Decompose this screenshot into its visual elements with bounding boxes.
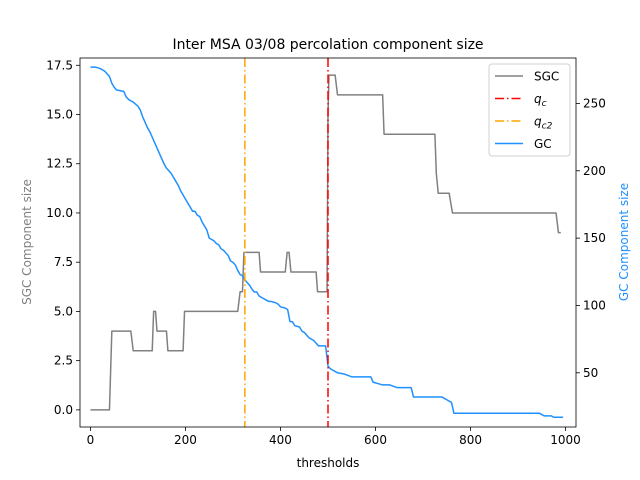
y-right-tick-label: 250 bbox=[583, 96, 606, 110]
y-left-tick-label: 0.0 bbox=[54, 403, 73, 417]
y-left-tick-label: 2.5 bbox=[54, 354, 73, 368]
legend-box bbox=[488, 63, 571, 157]
y-left-axis-label: SGC Component size bbox=[20, 179, 34, 305]
series-line-gc bbox=[90, 66, 564, 418]
y-right-tick-label: 100 bbox=[583, 298, 606, 312]
plot-area bbox=[90, 58, 564, 427]
series-line-sgc bbox=[90, 74, 561, 411]
legend-label-qc2: qc2 bbox=[534, 115, 553, 132]
y-left-tick-label: 15.0 bbox=[46, 108, 73, 122]
y-left-tick-label: 10.0 bbox=[46, 206, 73, 220]
axes: 0 200 400 600 800 1000 0.0 2.5 5.0 7.5 10.0 12.5 15.… bbox=[46, 57, 606, 447]
y-right-tick-label: 200 bbox=[583, 164, 606, 178]
legend-label-gc: GC bbox=[534, 137, 552, 151]
series-group bbox=[90, 58, 564, 427]
y-left-tick-label: 12.5 bbox=[46, 157, 73, 171]
y-right-tick-label: 150 bbox=[583, 231, 606, 245]
y-left-tick-label: 17.5 bbox=[46, 58, 73, 72]
y-right-tick-label: 50 bbox=[583, 366, 598, 380]
x-tick-label: 200 bbox=[174, 433, 197, 447]
legend-label-sgc: SGC bbox=[534, 70, 559, 84]
y-right-axis-label: GC Component size bbox=[617, 183, 631, 301]
x-axis-label: thresholds bbox=[297, 456, 360, 470]
legend: SGC qc qc2 GC bbox=[488, 63, 571, 157]
x-tick-label: 800 bbox=[459, 433, 482, 447]
x-tick-label: 0 bbox=[87, 433, 95, 447]
axes-frame bbox=[79, 57, 577, 428]
legend-label-qc: qc bbox=[534, 92, 547, 109]
y-left-tick-label: 5.0 bbox=[54, 304, 73, 318]
y-left-tick-label: 7.5 bbox=[54, 255, 73, 269]
chart-title: Inter MSA 03/08 percolation component si… bbox=[172, 37, 483, 53]
x-tick-label: 400 bbox=[269, 433, 292, 447]
x-tick-label: 1000 bbox=[550, 433, 581, 447]
x-tick-label: 600 bbox=[364, 433, 387, 447]
